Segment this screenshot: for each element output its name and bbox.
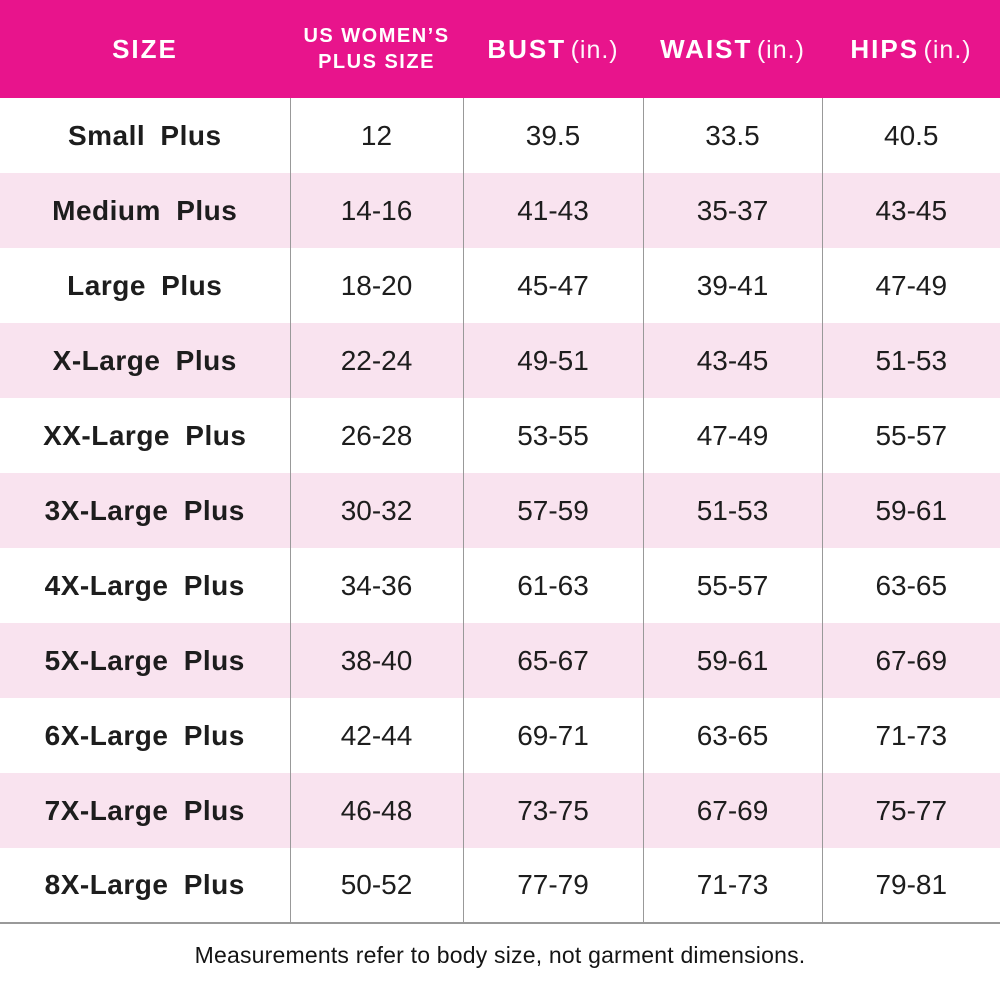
size-cell: Medium Plus [0, 173, 290, 248]
waist-cell: 55-57 [642, 548, 822, 623]
header-cell-bust: BUST (in.) [463, 0, 643, 98]
header-label-size: SIZE [112, 33, 178, 64]
hips-cell: 75-77 [821, 773, 1000, 848]
size-cell: 4X-Large Plus [44, 569, 245, 601]
table-row: 4X-Large Plus 34-36 61-63 55-57 63-65 [0, 548, 1000, 623]
hips-cell: 55-57 [821, 398, 1000, 473]
table-row: 6X-Large Plus 42-44 69-71 63-65 71-73 [0, 698, 1000, 773]
bust-cell: 57-59 [462, 473, 643, 548]
us-plus-size-cell: 14-16 [289, 173, 463, 248]
table-row: 5X-Large Plus 38-40 65-67 59-61 67-69 [0, 623, 1000, 698]
table-row: Medium Plus 14-16 41-43 35-37 43-45 [0, 173, 1000, 248]
bust-cell: 77-79 [462, 848, 643, 924]
header-cell-us-plus-size: US WOMEN’S PLUS SIZE [290, 0, 463, 98]
hips-cell: 40.5 [821, 98, 1000, 173]
header-label-hips: HIPS [850, 33, 920, 64]
table-row: X-Large Plus 22-24 49-51 43-45 51-53 [0, 323, 1000, 398]
header-label-waist: WAIST [660, 33, 753, 64]
bust-cell: 45-47 [462, 248, 643, 323]
size-cell: Small Plus [67, 119, 222, 151]
bust-cell: 39.5 [462, 98, 643, 173]
table-row: 7X-Large Plus 46-48 73-75 67-69 75-77 [0, 773, 1000, 848]
hips-cell: 59-61 [821, 473, 1000, 548]
hips-cell: 51-53 [821, 323, 1000, 398]
bust-cell: 73-75 [462, 773, 643, 848]
us-plus-size-cell: 12 [289, 98, 463, 173]
size-cell: 3X-Large Plus [0, 473, 290, 548]
table-row: XX-Large Plus 26-28 53-55 47-49 55-57 [0, 398, 1000, 473]
us-plus-size-cell: 18-20 [289, 248, 463, 323]
header-unit-hips: (in.) [923, 35, 972, 64]
us-plus-size-cell: 30-32 [289, 473, 463, 548]
us-plus-size-cell: 46-48 [289, 773, 463, 848]
size-chart-table: SIZE US WOMEN’S PLUS SIZE BUST (in.) WAI… [0, 0, 1000, 924]
waist-cell: 67-69 [642, 773, 822, 848]
header-label-bust: BUST [487, 33, 567, 64]
waist-cell: 35-37 [642, 173, 822, 248]
us-plus-size-cell: 34-36 [289, 548, 463, 623]
waist-cell: 51-53 [642, 473, 822, 548]
waist-cell: 33.5 [642, 98, 822, 173]
table-row: Large Plus 18-20 45-47 39-41 47-49 [0, 248, 1000, 323]
table-header: SIZE US WOMEN’S PLUS SIZE BUST (in.) WAI… [0, 0, 1000, 98]
bust-cell: 65-67 [462, 623, 643, 698]
waist-cell: 71-73 [642, 848, 822, 924]
us-plus-size-cell: 26-28 [289, 398, 463, 473]
us-plus-size-cell: 50-52 [289, 848, 463, 924]
header-cell-size: SIZE [0, 0, 290, 98]
waist-cell: 39-41 [642, 248, 822, 323]
waist-cell: 63-65 [642, 698, 822, 773]
header-label-us-plus-size: US WOMEN’S PLUS SIZE [303, 25, 450, 73]
table-row: 3X-Large Plus 30-32 57-59 51-53 59-61 [0, 473, 1000, 548]
hips-cell: 43-45 [821, 173, 1000, 248]
waist-cell: 59-61 [642, 623, 822, 698]
header-row: SIZE US WOMEN’S PLUS SIZE BUST (in.) WAI… [0, 0, 1000, 98]
us-plus-size-cell: 42-44 [289, 698, 463, 773]
waist-cell: 43-45 [642, 323, 822, 398]
us-plus-size-cell: 38-40 [289, 623, 463, 698]
hips-cell: 63-65 [821, 548, 1000, 623]
waist-cell: 47-49 [642, 398, 822, 473]
bust-cell: 53-55 [462, 398, 643, 473]
table-row: 8X-Large Plus 50-52 77-79 71-73 79-81 [0, 848, 1000, 924]
hips-cell: 47-49 [821, 248, 1000, 323]
header-unit-bust: (in.) [570, 35, 619, 64]
size-cell: 5X-Large Plus [0, 623, 290, 698]
hips-cell: 71-73 [821, 698, 1000, 773]
size-cell: 6X-Large Plus [44, 719, 245, 751]
table-body: Small Plus 12 39.5 33.5 40.5 Medium Plus… [0, 98, 1000, 924]
header-cell-waist: WAIST (in.) [643, 0, 822, 98]
size-cell: 8X-Large Plus [0, 848, 290, 924]
header-unit-waist: (in.) [756, 35, 805, 64]
table-row: Small Plus 12 39.5 33.5 40.5 [0, 98, 1000, 173]
size-cell: Large Plus [67, 269, 223, 301]
bust-cell: 61-63 [462, 548, 643, 623]
bust-cell: 41-43 [462, 173, 643, 248]
header-cell-hips: HIPS (in.) [822, 0, 1000, 98]
size-cell: XX-Large Plus [43, 419, 247, 451]
hips-cell: 79-81 [821, 848, 1000, 924]
us-plus-size-cell: 22-24 [289, 323, 463, 398]
size-cell: 7X-Large Plus [0, 773, 290, 848]
hips-cell: 67-69 [821, 623, 1000, 698]
size-cell: X-Large Plus [0, 323, 290, 398]
measurement-footnote: Measurements refer to body size, not gar… [194, 942, 806, 968]
bust-cell: 69-71 [462, 698, 643, 773]
bust-cell: 49-51 [462, 323, 643, 398]
